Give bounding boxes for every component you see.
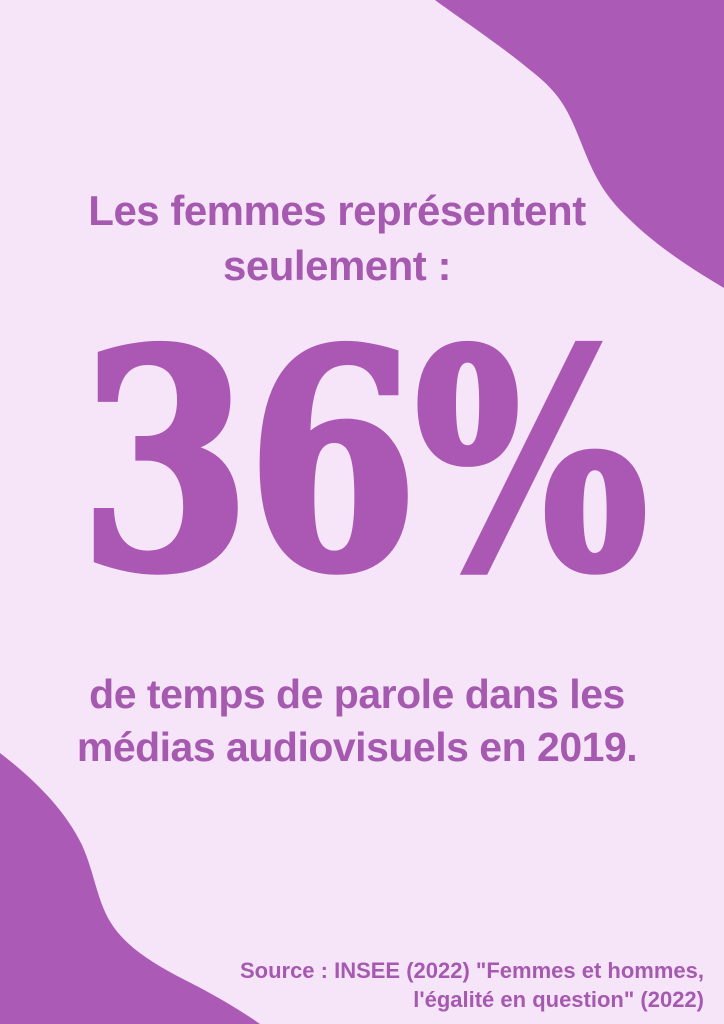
description: de temps de parole dans les médias audio…: [0, 668, 714, 774]
description-line-1: de temps de parole dans les: [89, 671, 625, 717]
description-line-2: médias audiovisuels en 2019.: [76, 724, 638, 770]
heading-line-1: Les femmes représentent: [88, 187, 586, 234]
statistic-value: 36%: [77, 285, 651, 638]
source-line-2: l'égalité en question" (2022): [413, 987, 704, 1012]
source-attribution: Source : INSEE (2022) "Femmes et hommes,…: [0, 956, 704, 1014]
source-line-1: Source : INSEE (2022) "Femmes et hommes,: [239, 958, 704, 983]
heading: Les femmes représentent seulement :: [0, 183, 674, 293]
heading-line-2: seulement :: [223, 242, 451, 289]
